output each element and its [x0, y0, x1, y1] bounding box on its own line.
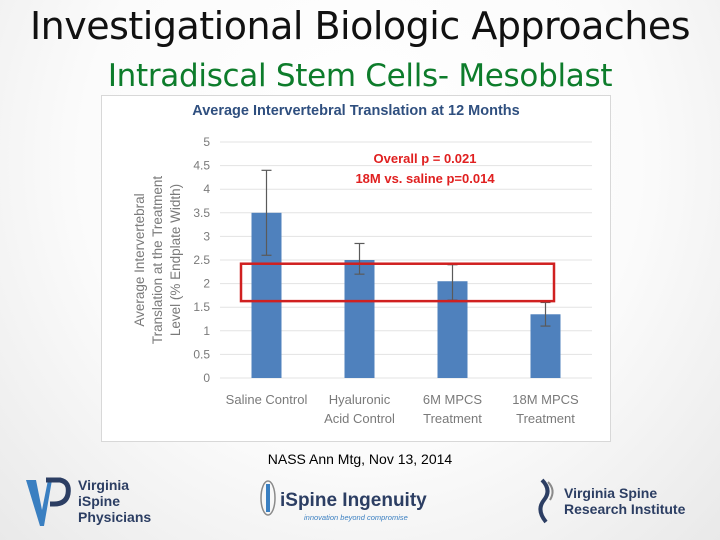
- bar-chart: Average Intervertebral Translation at 12…: [132, 103, 592, 426]
- ispine-ingenuity-logo: iSpine Ingenuity innovation beyond compr…: [260, 480, 427, 522]
- x-category-label: Treatment: [516, 411, 575, 426]
- y-tick-label: 2: [203, 277, 210, 291]
- ispine-logo-tagline: innovation beyond compromise: [304, 513, 408, 522]
- x-category-label: 18M MPCS: [512, 392, 579, 407]
- ispine-logo-wordmark: iSpine Ingenuity: [280, 490, 427, 511]
- y-tick-label: 0.5: [193, 347, 210, 361]
- y-tick-label: 0: [203, 371, 210, 385]
- y-tick-label: 4: [203, 182, 210, 196]
- x-category-label: Saline Control: [226, 392, 308, 407]
- chart-frame: Average Intervertebral Translation at 12…: [101, 95, 611, 442]
- y-tick-label: 4.5: [193, 159, 210, 173]
- y-tick-label: 1: [203, 324, 210, 338]
- y-tick-label: 3.5: [193, 206, 210, 220]
- chart-title: Average Intervertebral Translation at 12…: [192, 103, 519, 119]
- slide-title: Investigational Biologic Approaches: [29, 4, 691, 48]
- vsri-logo-line-1: Virginia Spine: [564, 485, 657, 501]
- x-category-label: Acid Control: [324, 411, 395, 426]
- y-tick-label: 5: [203, 135, 210, 149]
- bar: [344, 260, 375, 378]
- x-category-label: Hyaluronic: [329, 392, 391, 407]
- vip-logo-line-1: Virginia: [78, 477, 129, 493]
- y-axis-title-line: Average Intervertebral: [132, 193, 147, 326]
- virginia-ispine-physicians-logo: Virginia iSpine Physicians: [26, 477, 151, 526]
- vip-logo-line-3: Physicians: [78, 509, 151, 525]
- vip-logo-mark: [26, 480, 52, 526]
- p-value-annotation: Overall p = 0.021: [374, 151, 477, 166]
- p-value-annotation: 18M vs. saline p=0.014: [355, 171, 495, 186]
- x-category-label: 6M MPCS: [423, 392, 483, 407]
- footer-logos: Virginia iSpine Physicians iSpine Ingenu…: [0, 462, 720, 540]
- y-tick-label: 1.5: [193, 300, 210, 314]
- vip-logo-mark-p: [46, 477, 71, 507]
- ispine-logo-mark: [260, 480, 276, 516]
- y-tick-label: 3: [203, 229, 210, 243]
- citation: NASS Ann Mtg, Nov 13, 2014: [267, 451, 453, 467]
- y-axis-title-line: Level (% Endplate Width): [168, 184, 183, 336]
- y-tick-label: 2.5: [193, 253, 210, 267]
- vsri-logo-line-2: Research Institute: [564, 501, 686, 517]
- highlight-box: [239, 262, 556, 303]
- vip-logo-line-2: iSpine: [78, 493, 120, 509]
- y-axis-title-line: Translation at the Treatment: [150, 176, 165, 345]
- slide-subtitle: Intradiscal Stem Cells- Mesoblast: [107, 58, 613, 94]
- vsri-logo-mark: [538, 478, 550, 524]
- virginia-spine-research-institute-logo: Virginia Spine Research Institute: [538, 478, 686, 524]
- x-category-label: Treatment: [423, 411, 482, 426]
